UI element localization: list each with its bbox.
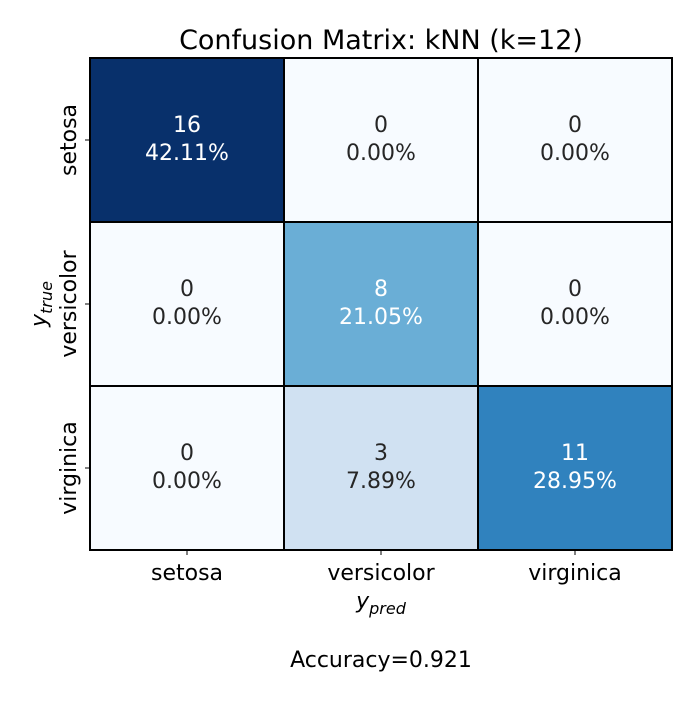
- heatmap-cell: 11 28.95%: [477, 385, 673, 551]
- cell-percent: 21.05%: [339, 305, 423, 330]
- cell-count: 16: [173, 113, 201, 138]
- heatmap-cell: 8 21.05%: [283, 221, 479, 387]
- x-axis-label-sub: pred: [368, 599, 407, 618]
- x-tick-label: setosa: [151, 561, 223, 586]
- cell-count: 0: [374, 113, 388, 138]
- heatmap-cell: 0 0.00%: [89, 385, 285, 551]
- heatmap-cell-rect: [477, 57, 673, 223]
- heatmap-cell-rect: [477, 385, 673, 551]
- y-tick-label: virginica: [57, 421, 82, 515]
- cell-count: 8: [374, 277, 388, 302]
- heatmap-cell: 16 42.11%: [89, 57, 285, 223]
- heatmap-cell: 0 0.00%: [89, 221, 285, 387]
- cell-count: 3: [374, 441, 388, 466]
- cell-percent: 28.95%: [533, 469, 617, 494]
- heatmap-cell: 3 7.89%: [283, 385, 479, 551]
- y-tick-label: setosa: [57, 104, 82, 176]
- cell-count: 0: [180, 277, 194, 302]
- accuracy-label: Accuracy=0.921: [290, 648, 472, 673]
- x-axis-label: ypred: [355, 589, 407, 618]
- cell-percent: 0.00%: [152, 305, 222, 330]
- cell-count: 11: [561, 441, 589, 466]
- heatmap-cell-rect: [89, 385, 285, 551]
- cell-count: 0: [568, 277, 582, 302]
- cell-count: 0: [568, 113, 582, 138]
- heatmap-cell: 0 0.00%: [477, 57, 673, 223]
- x-tick-label: virginica: [528, 561, 622, 586]
- y-tick-label: versicolor: [57, 249, 82, 357]
- heatmap-cell: 0 0.00%: [283, 57, 479, 223]
- cell-percent: 0.00%: [540, 305, 610, 330]
- x-axis-label-base: y: [355, 589, 370, 614]
- cell-percent: 0.00%: [346, 141, 416, 166]
- heatmap-cell-rect: [283, 57, 479, 223]
- heatmap-cell-rect: [477, 221, 673, 387]
- x-tick-label: versicolor: [327, 561, 435, 586]
- y-axis-label-base: y: [27, 313, 52, 328]
- axis-ticks: setosa versicolor virginica setosa versicolo…: [57, 104, 622, 586]
- cell-percent: 7.89%: [346, 469, 416, 494]
- heatmap-cells: 1642.11%00.00%00.00%00.00%821.05%00.00%0…: [89, 57, 673, 551]
- heatmap-cell: 0 0.00%: [477, 221, 673, 387]
- cell-percent: 0.00%: [540, 141, 610, 166]
- cell-count: 0: [180, 441, 194, 466]
- cell-percent: 42.11%: [145, 141, 229, 166]
- y-axis-label: ytrue: [27, 281, 56, 328]
- cell-percent: 0.00%: [152, 469, 222, 494]
- chart-title: Confusion Matrix: kNN (k=12): [179, 25, 583, 56]
- heatmap-cell-rect: [283, 221, 479, 387]
- heatmap-cell-rect: [283, 385, 479, 551]
- y-axis-label-sub: true: [37, 281, 56, 314]
- heatmap-cell-rect: [89, 221, 285, 387]
- heatmap-cell-rect: [89, 57, 285, 223]
